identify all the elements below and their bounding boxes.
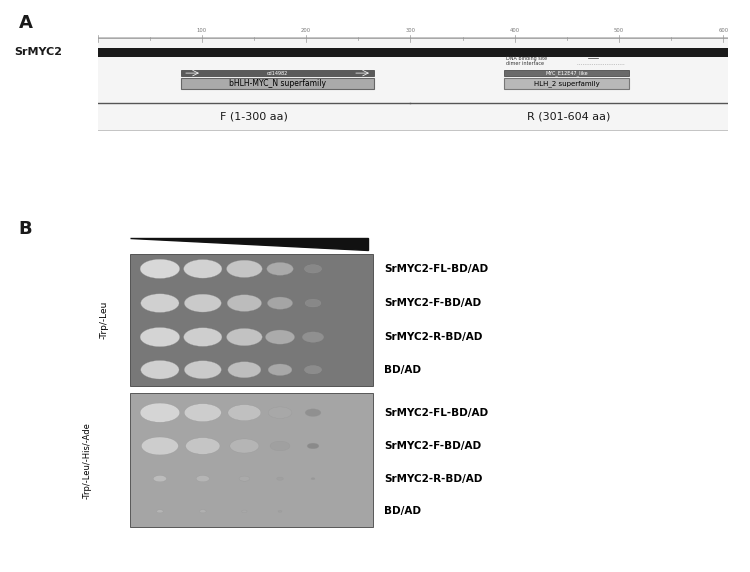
Text: HLH_2 superfamily: HLH_2 superfamily (534, 80, 600, 87)
Text: 600: 600 (718, 29, 728, 33)
Circle shape (184, 404, 221, 422)
Text: -Trp/-Leu: -Trp/-Leu (99, 301, 108, 339)
Circle shape (228, 404, 261, 420)
Text: 100: 100 (196, 29, 207, 33)
Polygon shape (130, 238, 368, 249)
Circle shape (239, 476, 250, 481)
Text: 500: 500 (614, 29, 624, 33)
Text: BD/AD: BD/AD (384, 365, 422, 375)
Circle shape (186, 438, 220, 454)
Circle shape (268, 364, 292, 375)
Circle shape (157, 510, 164, 513)
Circle shape (140, 403, 180, 422)
Text: SrMYC2-R-BD/AD: SrMYC2-R-BD/AD (384, 332, 483, 342)
Text: 200: 200 (301, 29, 311, 33)
Circle shape (142, 437, 178, 455)
Circle shape (141, 294, 179, 312)
Circle shape (140, 327, 180, 347)
Text: B: B (19, 220, 32, 238)
Circle shape (226, 260, 262, 277)
Text: 300: 300 (406, 29, 416, 33)
Circle shape (227, 295, 262, 311)
Circle shape (307, 443, 319, 449)
Text: DNA binding site: DNA binding site (506, 56, 548, 61)
Circle shape (230, 439, 259, 453)
Text: -Trp/-Leu/-His/-Ade: -Trp/-Leu/-His/-Ade (82, 422, 92, 499)
Bar (92, 38, 733, 130)
Bar (181, 70, 374, 76)
Text: SrMYC2: SrMYC2 (14, 47, 62, 57)
Circle shape (153, 475, 166, 482)
Circle shape (141, 360, 179, 379)
Circle shape (302, 332, 323, 342)
Text: dimer interface: dimer interface (506, 61, 544, 66)
Bar (130, 393, 373, 527)
Circle shape (268, 407, 292, 419)
Circle shape (140, 259, 180, 279)
Circle shape (228, 362, 261, 378)
Text: 400: 400 (510, 29, 520, 33)
Circle shape (277, 477, 284, 480)
Bar (130, 255, 373, 386)
Circle shape (184, 260, 222, 278)
Bar (504, 70, 629, 76)
Circle shape (266, 330, 295, 344)
Text: SrMYC2-FL-BD/AD: SrMYC2-FL-BD/AD (384, 264, 488, 274)
Text: SrMYC2-R-BD/AD: SrMYC2-R-BD/AD (384, 474, 483, 484)
Circle shape (184, 328, 222, 347)
Circle shape (305, 409, 321, 416)
Bar (504, 78, 629, 89)
Text: SrMYC2-F-BD/AD: SrMYC2-F-BD/AD (384, 441, 482, 451)
Circle shape (184, 294, 221, 312)
Circle shape (270, 441, 290, 451)
Circle shape (226, 328, 262, 345)
Circle shape (267, 263, 293, 275)
Text: MYC_E12E47_like: MYC_E12E47_like (545, 70, 588, 76)
Text: SrMYC2-F-BD/AD: SrMYC2-F-BD/AD (384, 298, 482, 308)
Circle shape (304, 265, 322, 273)
Text: A: A (19, 14, 33, 32)
Text: BD/AD: BD/AD (384, 506, 422, 517)
Text: bHLH-MYC_N superfamily: bHLH-MYC_N superfamily (229, 79, 326, 88)
Circle shape (196, 475, 209, 482)
Text: F (1-300 aa): F (1-300 aa) (220, 112, 288, 122)
Circle shape (200, 510, 206, 513)
Circle shape (305, 299, 321, 307)
Circle shape (311, 478, 315, 479)
Text: SrMYC2-FL-BD/AD: SrMYC2-FL-BD/AD (384, 408, 488, 418)
Circle shape (268, 297, 292, 309)
Text: R (301-604 aa): R (301-604 aa) (527, 112, 610, 122)
Circle shape (278, 510, 282, 513)
Circle shape (304, 366, 322, 374)
Bar (181, 78, 374, 89)
Circle shape (184, 361, 221, 379)
Text: cd14982: cd14982 (267, 70, 288, 76)
Bar (98, 48, 728, 57)
Circle shape (242, 510, 247, 513)
